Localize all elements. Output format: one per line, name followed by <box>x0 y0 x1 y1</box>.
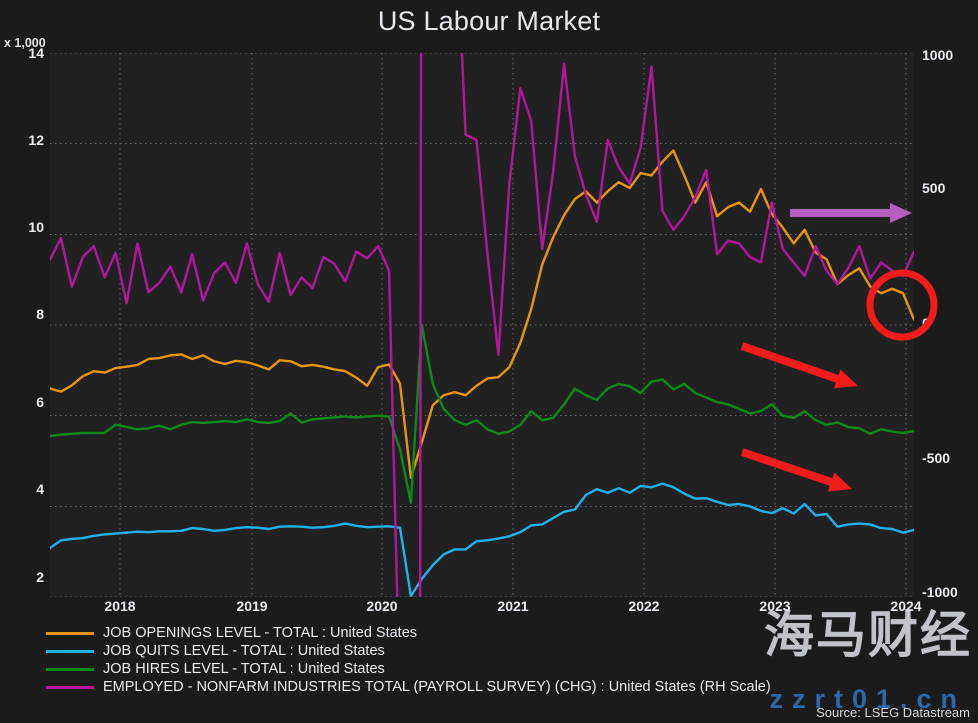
y-left-tick-8: 8 <box>36 306 44 322</box>
x-tick-2021: 2021 <box>497 598 529 614</box>
series-line-3 <box>50 53 914 597</box>
legend-label-payroll-change: EMPLOYED - NONFARM INDUSTRIES TOTAL (PAY… <box>103 679 771 695</box>
chart-legend: JOB OPENINGS LEVEL - TOTAL : United Stat… <box>46 624 771 696</box>
x-tick-2022: 2022 <box>628 598 660 614</box>
watermark-url: zzrt01.cn <box>769 684 966 714</box>
legend-item-payroll-change[interactable]: EMPLOYED - NONFARM INDUSTRIES TOTAL (PAY… <box>46 678 771 696</box>
legend-item-job-quits[interactable]: JOB QUITS LEVEL - TOTAL : United States <box>46 642 771 660</box>
legend-swatch-job-quits <box>46 649 94 653</box>
watermark-brand: 海马财经 <box>764 606 972 664</box>
x-tick-2024: 2024 <box>890 598 922 614</box>
legend-swatch-payroll-change <box>46 685 94 689</box>
y-left-tick-12: 12 <box>28 132 44 148</box>
x-tick-2023: 2023 <box>759 598 791 614</box>
series-line-2 <box>50 323 914 504</box>
y-left-tick-2: 2 <box>36 569 44 585</box>
legend-swatch-job-openings <box>46 631 94 635</box>
legend-label-job-openings: JOB OPENINGS LEVEL - TOTAL : United Stat… <box>103 625 418 641</box>
y-right-tick-0: 0 <box>922 315 930 331</box>
x-tick-2020: 2020 <box>366 598 398 614</box>
x-tick-2019: 2019 <box>236 598 268 614</box>
series-line-1 <box>50 482 914 597</box>
page-title: US Labour Market <box>377 6 601 36</box>
plot-area <box>50 53 914 597</box>
y-left-tick-14: 14 <box>28 45 44 61</box>
gridlines <box>50 53 914 597</box>
y-right-tick--1000: -1000 <box>922 584 958 600</box>
legend-item-job-hires[interactable]: JOB HIRES LEVEL - TOTAL : United States <box>46 660 771 678</box>
source-attribution: Source: LSEG Datastream <box>816 705 970 720</box>
plot-svg <box>50 53 914 597</box>
y-left-tick-4: 4 <box>36 481 44 497</box>
y-right-tick-500: 500 <box>922 180 946 196</box>
y-right-tick-1000: 1000 <box>922 47 954 63</box>
x-tick-2018: 2018 <box>104 598 136 614</box>
y-left-tick-6: 6 <box>36 394 44 410</box>
series-lines <box>50 53 914 597</box>
legend-label-job-quits: JOB QUITS LEVEL - TOTAL : United States <box>103 643 385 659</box>
legend-label-job-hires: JOB HIRES LEVEL - TOTAL : United States <box>103 661 385 677</box>
y-axis-units-label: x 1,000 <box>4 36 46 50</box>
y-left-tick-10: 10 <box>28 219 44 235</box>
legend-item-job-openings[interactable]: JOB OPENINGS LEVEL - TOTAL : United Stat… <box>46 624 771 642</box>
y-right-tick--500: -500 <box>922 450 951 466</box>
legend-swatch-job-hires <box>46 667 94 671</box>
